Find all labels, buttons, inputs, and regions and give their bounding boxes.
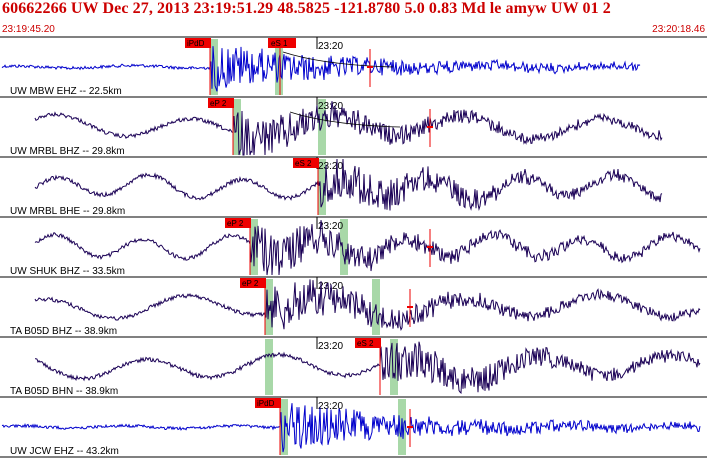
pick-window [265, 339, 273, 395]
pick-label: iPdD [257, 399, 275, 408]
trace-label: UW SHUK BHZ -- 33.5km [10, 266, 125, 277]
pick-label: iPdD [187, 39, 205, 48]
waveform [1, 403, 701, 453]
pick-window [390, 339, 398, 395]
time-start-label: 23:19:45.20 [2, 24, 55, 35]
pick-window [233, 99, 241, 155]
waveform [34, 220, 701, 276]
pick-box[interactable] [293, 158, 319, 168]
trace-jcw-ehz[interactable]: 23:20 iPdD UW JCW EHZ -- 43.2km [0, 396, 707, 457]
arrival-curve [282, 51, 394, 68]
pick-box[interactable] [355, 338, 381, 348]
minute-label: 23:20 [318, 161, 343, 172]
trace-label: UW MRBL BHZ -- 29.8km [10, 146, 125, 157]
trace-label: TA B05D BHN -- 38.9km [10, 386, 118, 397]
waveform [34, 101, 663, 156]
waveform [35, 341, 701, 394]
pick-label: eP 2 [242, 279, 259, 288]
pick-box[interactable] [255, 398, 281, 408]
trace-mrbl-bhz[interactable]: 23:20 eP 2 UW MRBL BHZ -- 29.8km [0, 96, 707, 157]
trace-label: UW MRBL BHE -- 29.8km [10, 206, 125, 217]
pick-window [318, 99, 326, 155]
pick-label-s: eS 1 [271, 39, 288, 48]
pick-label: eP 2 [227, 219, 244, 228]
trace-shuk-bhz[interactable]: 23:20 eP 2 UW SHUK BHZ -- 33.5km [0, 216, 707, 277]
arrival-curve [289, 111, 401, 128]
trace-b05d-bhn[interactable]: 23:20 eS 2 TA B05D BHN -- 38.9km [0, 336, 707, 397]
pick-box[interactable] [185, 38, 211, 48]
trace-mrbl-bhe[interactable]: 23:20 eS 2 UW MRBL BHE -- 29.8km [0, 156, 707, 217]
waveform [34, 158, 663, 211]
minute-label: 23:20 [318, 101, 343, 112]
trace-label: TA B05D BHZ -- 38.9km [10, 326, 117, 337]
pick-label: eS 2 [295, 159, 312, 168]
waveform [34, 279, 701, 331]
pick-window [280, 399, 288, 455]
minute-label: 23:20 [318, 341, 343, 352]
waveform [1, 46, 641, 92]
minute-label: 23:20 [318, 221, 343, 232]
pick-window [318, 159, 326, 215]
trace-mbw-ehz[interactable]: 23:20 iPdD eS 1 UW MBW EHZ -- 22.5km [0, 36, 707, 97]
trace-label: UW JCW EHZ -- 43.2km [10, 446, 119, 457]
pick-box-s[interactable] [268, 38, 296, 48]
time-end-label: 23:20:18.46 [652, 24, 705, 35]
pick-box[interactable] [208, 98, 234, 108]
pick-box[interactable] [225, 218, 251, 228]
pick-label: eS 2 [357, 339, 374, 348]
pick-box[interactable] [240, 278, 266, 288]
minute-label: 23:20 [318, 401, 343, 412]
minute-label: 23:20 [318, 41, 343, 52]
pick-label: eP 2 [210, 99, 227, 108]
pick-window [340, 219, 348, 275]
event-header-title: 60662266 UW Dec 27, 2013 23:19:51.29 48.… [2, 0, 611, 17]
trace-label: UW MBW EHZ -- 22.5km [10, 86, 122, 97]
